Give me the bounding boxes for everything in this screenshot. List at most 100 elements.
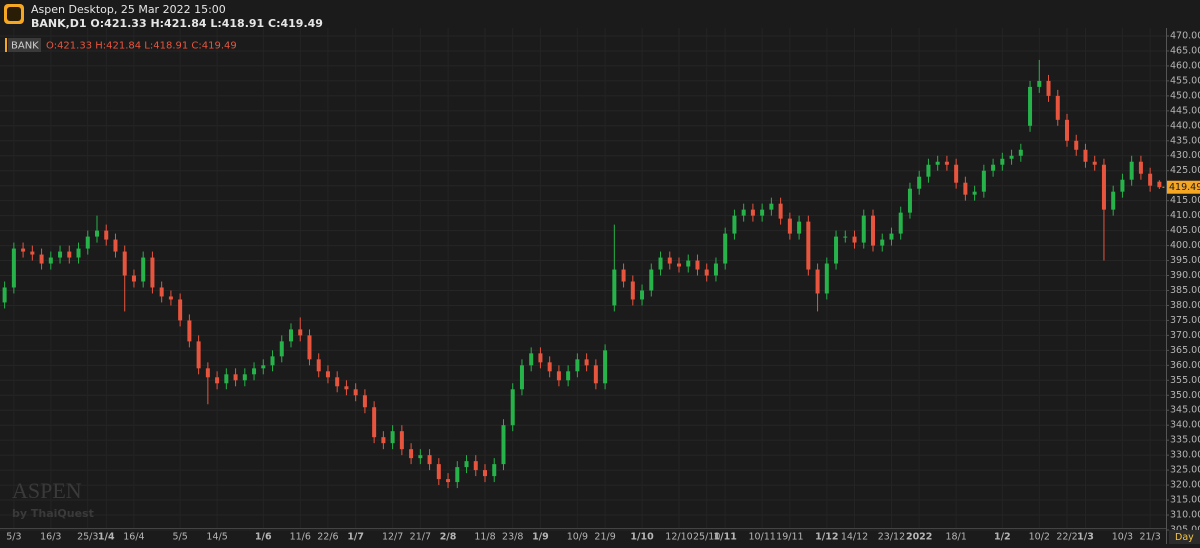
candle-body: [1138, 161, 1143, 174]
candle-body: [566, 371, 571, 381]
candle-body: [917, 176, 922, 189]
candle-body: [21, 248, 26, 252]
candle-body: [168, 296, 173, 300]
candle-body: [852, 236, 857, 243]
candle-body: [233, 374, 238, 381]
x-tick-label: 14/12: [841, 532, 868, 543]
candle-body: [981, 170, 986, 192]
x-tick-label: 21/9: [594, 532, 615, 543]
candle-body: [806, 221, 811, 270]
candle-body: [104, 230, 109, 240]
y-tick-label: 460.00: [1170, 60, 1200, 71]
candle-body: [252, 368, 257, 375]
candle-body: [1092, 161, 1097, 165]
candle-body: [473, 461, 478, 471]
candle-body: [67, 251, 72, 258]
y-tick-label: 450.00: [1170, 90, 1200, 101]
candle-body: [630, 281, 635, 300]
x-tick-label: 16/4: [123, 532, 144, 543]
x-tick-label: 1/4: [98, 532, 115, 543]
x-tick-label: 23/8: [502, 532, 523, 543]
y-tick-label: 425.00: [1170, 165, 1200, 176]
candle-body: [1009, 155, 1014, 159]
candle-body: [529, 353, 534, 366]
candle-body: [686, 260, 691, 267]
y-tick-label: 430.00: [1170, 150, 1200, 161]
app-title: Aspen Desktop, 25 Mar 2022 15:00: [31, 3, 226, 16]
candle-body: [58, 251, 63, 258]
x-tick-label: 23/12: [878, 532, 905, 543]
watermark-brand: ASPEN: [12, 478, 82, 503]
x-tick-label: 1/12: [815, 532, 838, 543]
candle-body: [85, 236, 90, 249]
y-tick-label: 415.00: [1170, 195, 1200, 206]
candle-body: [427, 455, 432, 465]
candle-body: [1065, 119, 1069, 141]
candle-body: [261, 365, 266, 369]
legend-marker: [5, 38, 7, 52]
candle-body: [991, 164, 996, 171]
x-tick-label: 1/11: [714, 532, 737, 543]
candle-body: [335, 377, 340, 387]
legend-box: [8, 38, 41, 52]
y-tick-label: 385.00: [1170, 285, 1200, 296]
candle-body: [658, 257, 663, 270]
candle-body: [713, 263, 718, 276]
y-axis: 305.00310.00315.00320.00325.00330.00335.…: [1166, 30, 1200, 536]
y-tick-label: 315.00: [1170, 495, 1200, 506]
candle-body: [603, 350, 608, 384]
y-tick-label: 365.00: [1170, 345, 1200, 356]
candle-body: [1055, 95, 1060, 120]
candle-body: [270, 356, 275, 366]
candle-body: [575, 359, 580, 372]
x-tick-label: 21/7: [410, 532, 431, 543]
candle-body: [1037, 80, 1042, 87]
candle-body: [418, 455, 423, 459]
candle-body: [944, 161, 949, 165]
x-tick-label: 12/7: [382, 532, 403, 543]
x-tick-label: 2022: [906, 532, 932, 543]
x-tick-label: 25/3: [77, 532, 98, 543]
legend-ohlc: O:421.33 H:421.84 L:418.91 C:419.49: [46, 41, 237, 52]
candle-body: [141, 257, 146, 282]
y-tick-label: 445.00: [1170, 105, 1200, 116]
last-price-label: 419.49: [1169, 182, 1200, 193]
candle-body: [1000, 158, 1005, 165]
candle-body: [667, 257, 672, 264]
candle-body: [760, 209, 765, 216]
candle-body: [649, 269, 654, 291]
candle-body: [205, 368, 210, 378]
candle-body: [584, 359, 589, 366]
candle-body: [390, 431, 395, 444]
y-tick-label: 375.00: [1170, 315, 1200, 326]
candle-body: [556, 371, 561, 381]
candle-body: [316, 359, 321, 372]
candle-body: [1111, 191, 1116, 210]
candle-body: [11, 248, 16, 288]
candle-body: [1129, 161, 1134, 180]
x-tick-label: 1/6: [255, 532, 272, 543]
candle-body: [150, 257, 155, 288]
x-tick-label: 10/3: [1112, 532, 1133, 543]
x-tick-label: 10/9: [567, 532, 588, 543]
y-tick-label: 405.00: [1170, 225, 1200, 236]
candle-body: [741, 209, 746, 216]
x-tick-label: 1/9: [532, 532, 549, 543]
candle-body: [640, 290, 645, 300]
candle-body: [131, 275, 136, 282]
candle-body: [279, 341, 284, 357]
candle-body: [926, 164, 931, 177]
symbol-line: BANK,D1 O:421.33 H:421.84 L:418.91 C:419…: [31, 17, 323, 30]
candle-body: [815, 269, 820, 294]
y-tick-label: 310.00: [1170, 510, 1200, 521]
legend-name: BANK: [11, 41, 39, 52]
candle-body: [224, 374, 229, 384]
x-tick-label: 1/10: [630, 532, 654, 543]
unit-box: [1169, 530, 1200, 544]
candle-body: [750, 209, 755, 216]
x-unit: Day: [1175, 532, 1194, 543]
y-tick-label: 380.00: [1170, 300, 1200, 311]
candle-body: [538, 353, 543, 363]
candle-body: [1157, 181, 1162, 188]
